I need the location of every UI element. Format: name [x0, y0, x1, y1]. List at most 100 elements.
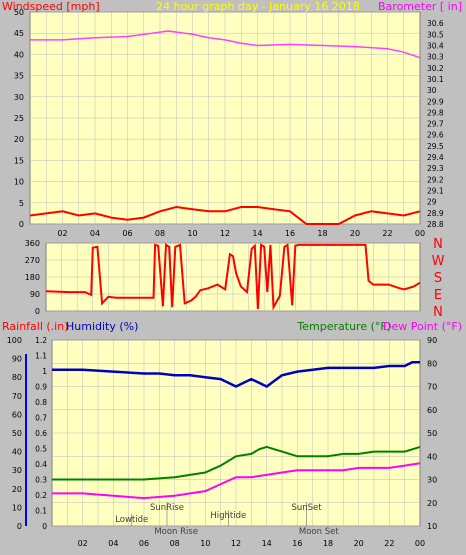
barometer-tick-label-30.5: 30.5 — [427, 30, 444, 39]
dewpoint-axis-label: Dew Point (°F) — [383, 320, 462, 333]
temp-tick-label-12: 12 — [231, 539, 241, 548]
annotation-label-3: Hightide — [210, 511, 246, 521]
barometer-tick-label-30.2: 30.2 — [427, 64, 444, 73]
humidity-tick-label-100: 100 — [7, 336, 22, 345]
barometer-tick-label-29.5: 29.5 — [427, 142, 444, 151]
wind-tick-label-10: 10 — [187, 229, 197, 238]
wind-time-axis: 02 04 06 08 10 12 14 16 18 20 22 00 — [57, 229, 425, 238]
compass-label-0: N — [433, 237, 443, 252]
temperature-axis: 10 20 30 40 50 60 70 80 90 — [427, 336, 437, 531]
wind-tick-label-18: 18 — [317, 229, 327, 238]
windspeed-tick-label-50: 50 — [14, 8, 24, 17]
rainfall-tick-label-0: 0 — [42, 522, 47, 531]
temperature-axis-label: Temperature (°F) — [296, 320, 391, 333]
rainfall-tick-label-0.8: 0.8 — [35, 398, 47, 407]
wind-tick-label-02: 02 — [57, 229, 67, 238]
barometer-tick-label-30.4: 30.4 — [427, 41, 444, 50]
temp-tick-label-18: 18 — [323, 539, 333, 548]
rainfall-axis: 0 0.1 0.2 0.3 0.4 0.5 0.6 0.7 0.8 0.9 1 1.1 1.2 — [35, 336, 47, 531]
direction-tick-label-0: 0 — [35, 307, 40, 316]
humidity-tick-label-60: 60 — [12, 410, 22, 419]
temperature-tick-label-20: 20 — [427, 499, 437, 508]
direction-tick-label-180: 180 — [25, 273, 40, 282]
rainfall-tick-label-0.3: 0.3 — [35, 476, 47, 485]
temp-tick-label-04: 04 — [108, 539, 118, 548]
rainfall-tick-label-1: 1 — [42, 367, 47, 376]
windspeed-axis-label: Windspeed [mph] — [2, 0, 100, 13]
barometer-tick-label-29.6: 29.6 — [427, 131, 444, 140]
temp-tick-label-14: 14 — [262, 539, 272, 548]
barometer-tick-label-28.8: 28.8 — [427, 220, 444, 229]
direction-degree-axis: 0 90 180 270 360 — [25, 239, 40, 316]
rainfall-tick-label-1.2: 1.2 — [35, 336, 47, 345]
wind-tick-label-04: 04 — [90, 229, 100, 238]
humidity-tick-label-0: 0 — [17, 522, 22, 531]
humidity-tick-label-40: 40 — [12, 448, 22, 457]
humidity-tick-label-70: 70 — [12, 392, 22, 401]
temperature-line — [52, 445, 421, 481]
windspeed-tick-label-20: 20 — [14, 135, 24, 144]
wind-tick-label-06: 06 — [122, 229, 132, 238]
annotation-label-4: SunSet — [291, 503, 322, 513]
temp-time-axis: 02 04 06 08 10 12 14 16 18 20 22 00 — [78, 539, 426, 548]
humidity-tick-label-80: 80 — [12, 373, 22, 382]
temperature-tick-label-30: 30 — [427, 476, 437, 485]
wind-tick-label-14: 14 — [252, 229, 262, 238]
compass-label-1: W — [432, 254, 445, 269]
rainfall-tick-label-0.2: 0.2 — [35, 491, 47, 500]
barometer-tick-label-29.7: 29.7 — [427, 120, 444, 129]
temperature-tick-label-60: 60 — [427, 406, 437, 415]
temp-tick-label-02: 02 — [78, 539, 88, 548]
windspeed-tick-label-45: 45 — [14, 29, 24, 38]
humidity-tick-label-30: 30 — [12, 466, 22, 475]
wind-speed-axis: 0 5 10 15 20 25 30 35 40 45 50 — [14, 8, 24, 229]
wind-tick-label-12: 12 — [220, 229, 230, 238]
temp-tick-label-00: 00 — [415, 539, 425, 548]
barometer-tick-label-29: 29 — [427, 198, 437, 207]
windspeed-tick-label-10: 10 — [14, 178, 24, 187]
temperature-tick-label-90: 90 — [427, 336, 437, 345]
temp-tick-label-08: 08 — [170, 539, 180, 548]
compass-label-3: E — [434, 288, 442, 303]
rainfall-tick-label-0.5: 0.5 — [35, 445, 47, 454]
humidity-tick-label-10: 10 — [12, 503, 22, 512]
barometer-tick-label-29.9: 29.9 — [427, 97, 444, 106]
wind-direction-line — [45, 243, 421, 311]
temp-humidity-grid — [52, 339, 420, 527]
barometer-tick-label-30.3: 30.3 — [427, 53, 444, 62]
windspeed-tick-label-15: 15 — [14, 156, 24, 165]
humidity-tick-label-20: 20 — [12, 485, 22, 494]
temperature-tick-label-50: 50 — [427, 429, 437, 438]
direction-tick-label-90: 90 — [30, 290, 40, 299]
barometer-tick-label-29.1: 29.1 — [427, 187, 444, 196]
barometer-tick-label-28.9: 28.9 — [427, 209, 444, 218]
barometer-tick-label-29.8: 29.8 — [427, 108, 444, 117]
dewpoint-line — [52, 462, 421, 500]
rainfall-tick-label-0.1: 0.1 — [35, 507, 47, 516]
rainfall-tick-label-0.4: 0.4 — [35, 460, 47, 469]
temp-humidity-series — [52, 361, 421, 500]
temperature-tick-label-80: 80 — [427, 359, 437, 368]
annotation-label-2: Moon Rise — [154, 527, 198, 537]
temp-tick-label-20: 20 — [354, 539, 364, 548]
barometer-axis: 28.8 28.9 29 29.1 29.2 29.3 29.4 29.5 29.6 29.7 29… — [427, 19, 444, 229]
wind-tick-label-16: 16 — [285, 229, 295, 238]
barometer-tick-label-29.2: 29.2 — [427, 175, 444, 184]
rainfall-tick-label-0.6: 0.6 — [35, 429, 47, 438]
temp-tick-label-22: 22 — [384, 539, 394, 548]
wind-tick-label-08: 08 — [155, 229, 165, 238]
wind-direction-series — [45, 243, 421, 311]
humidity-axis: 0 10 20 30 40 50 60 70 80 90 100 — [7, 336, 27, 531]
windspeed-tick-label-5: 5 — [19, 199, 24, 208]
windspeed-tick-label-25: 25 — [14, 114, 24, 123]
graph-title: 24 hour graph day - January 16 2018 — [156, 0, 360, 13]
compass-label-2: S — [434, 271, 442, 286]
annotation-label-0: SunRise — [150, 503, 184, 513]
direction-tick-label-360: 360 — [25, 239, 40, 248]
temp-tick-label-06: 06 — [139, 539, 149, 548]
rainfall-tick-label-0.9: 0.9 — [35, 383, 47, 392]
